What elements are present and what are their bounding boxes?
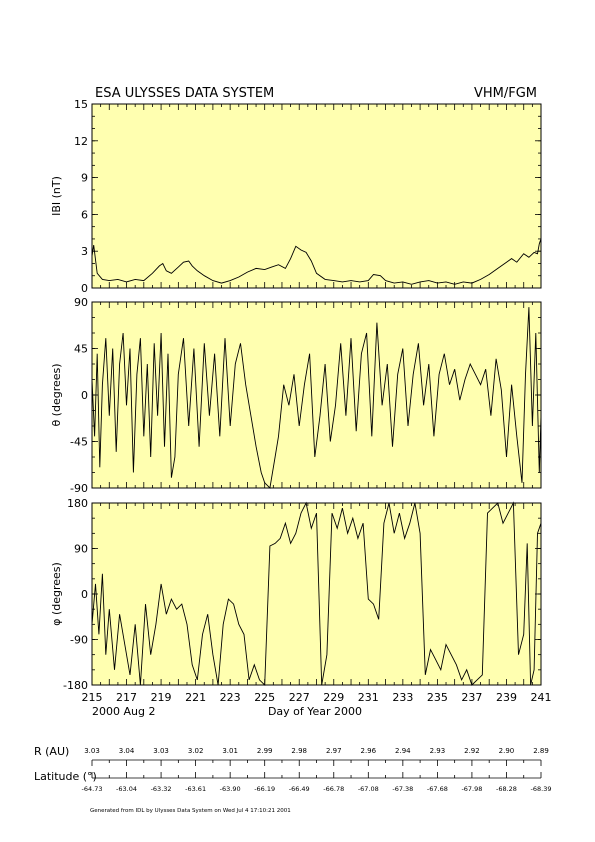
- r-value: 2.96: [361, 747, 377, 755]
- magnitude-series-line: [91, 238, 542, 285]
- r-value: 2.93: [430, 747, 446, 755]
- r-value: 2.99: [257, 747, 273, 755]
- phi-plot-area: [91, 502, 542, 686]
- r-au-label: R (AU): [34, 745, 69, 758]
- footer-generated: Generated from IDL by Ulysses Data Syste…: [90, 808, 291, 814]
- x-tick-label: 231: [358, 691, 379, 704]
- x-tick-label: 229: [323, 691, 344, 704]
- r-value: 2.94: [395, 747, 411, 755]
- latitude-value: -64.73: [82, 785, 103, 793]
- theta-y-tick-label: 45: [74, 343, 88, 356]
- phi-y-tick-label: 90: [74, 543, 88, 556]
- theta-plot-area: [91, 301, 542, 489]
- x-axis: 215 217 219 221 223 225 227 229 231 233 235 237 239 2…: [82, 691, 552, 704]
- x-tick-label: 223: [220, 691, 241, 704]
- header-instrument: VHM/FGM: [474, 86, 537, 101]
- theta-y-tick-label: -90: [70, 482, 88, 495]
- latitude-value: -63.61: [185, 785, 206, 793]
- r-value: 2.98: [291, 747, 307, 755]
- latitude-value: -66.78: [323, 785, 344, 793]
- x-tick-label: 237: [461, 691, 482, 704]
- magnitude-panel: 0 3 6 9 12 15 IBI (nT): [50, 98, 542, 295]
- x-tick-label: 217: [116, 691, 137, 704]
- magnitude-y-tick-label: 6: [81, 208, 88, 221]
- r-value: 2.92: [464, 747, 480, 755]
- x-tick-label: 239: [496, 691, 517, 704]
- x-tick-label: 225: [254, 691, 275, 704]
- latitude-value: -68.39: [531, 785, 552, 793]
- theta-y-tick-label: -45: [70, 436, 88, 449]
- latitude-value: -63.04: [116, 785, 137, 793]
- r-value: 3.02: [188, 747, 204, 755]
- start-date-label: 2000 Aug 2: [92, 705, 155, 718]
- magnitude-y-tick-label: 0: [81, 282, 88, 295]
- x-tick-label: 221: [185, 691, 206, 704]
- latitude-value: -63.90: [220, 785, 241, 793]
- phi-y-axis-label: φ (degrees): [50, 562, 63, 626]
- r-value: 3.03: [153, 747, 169, 755]
- latitude-value: -67.08: [358, 785, 379, 793]
- theta-y-axis-label: θ (degrees): [50, 363, 63, 426]
- x-tick-label: 219: [151, 691, 172, 704]
- r-value: 2.97: [326, 747, 342, 755]
- latitude-value: -66.49: [289, 785, 310, 793]
- latitude-value: -67.38: [392, 785, 413, 793]
- r-value: 3.04: [119, 747, 135, 755]
- magnitude-y-tick-label: 3: [81, 245, 88, 258]
- phi-y-tick-label: -90: [70, 634, 88, 647]
- magnitude-y-axis-label: IBI (nT): [50, 176, 63, 216]
- latitude-value: -67.68: [427, 785, 448, 793]
- x-tick-label: 233: [392, 691, 413, 704]
- magnitude-y-tick-label: 15: [74, 98, 88, 111]
- r-value: 2.89: [533, 747, 549, 755]
- phi-y-tick-label: 180: [67, 497, 88, 510]
- magnitude-y-tick-label: 12: [74, 135, 88, 148]
- x-tick-label: 235: [427, 691, 448, 704]
- phi-panel: -180 -90 0 90 180 φ (degrees): [50, 497, 542, 692]
- orbit-info: R (AU) Latitude (°) 3.03 -64.73 3.04 -63.04 3.…: [34, 745, 551, 793]
- latitude-value: -66.19: [254, 785, 275, 793]
- theta-series-line: [91, 307, 542, 489]
- magnitude-y-tick-label: 9: [81, 172, 88, 185]
- r-value: 3.03: [84, 747, 100, 755]
- x-tick-label: 241: [531, 691, 552, 704]
- phi-y-tick-label: -180: [63, 679, 88, 692]
- latitude-value: -68.28: [496, 785, 517, 793]
- header-title: ESA ULYSSES DATA SYSTEM: [95, 86, 274, 101]
- latitude-value: -63.32: [151, 785, 172, 793]
- phi-series-line: [91, 501, 542, 687]
- theta-y-tick-label: 0: [81, 389, 88, 402]
- phi-y-tick-label: 0: [81, 588, 88, 601]
- x-tick-label: 215: [82, 691, 103, 704]
- magnitude-plot-area: [91, 103, 542, 289]
- latitude-label: Latitude (°): [34, 770, 97, 783]
- theta-y-tick-label: 90: [74, 296, 88, 309]
- x-axis-label: Day of Year 2000: [268, 705, 362, 718]
- r-value: 3.01: [222, 747, 238, 755]
- latitude-value: -67.98: [461, 785, 482, 793]
- r-value: 2.90: [499, 747, 515, 755]
- theta-panel: -90 -45 0 45 90 θ (degrees): [50, 296, 542, 495]
- x-tick-label: 227: [289, 691, 310, 704]
